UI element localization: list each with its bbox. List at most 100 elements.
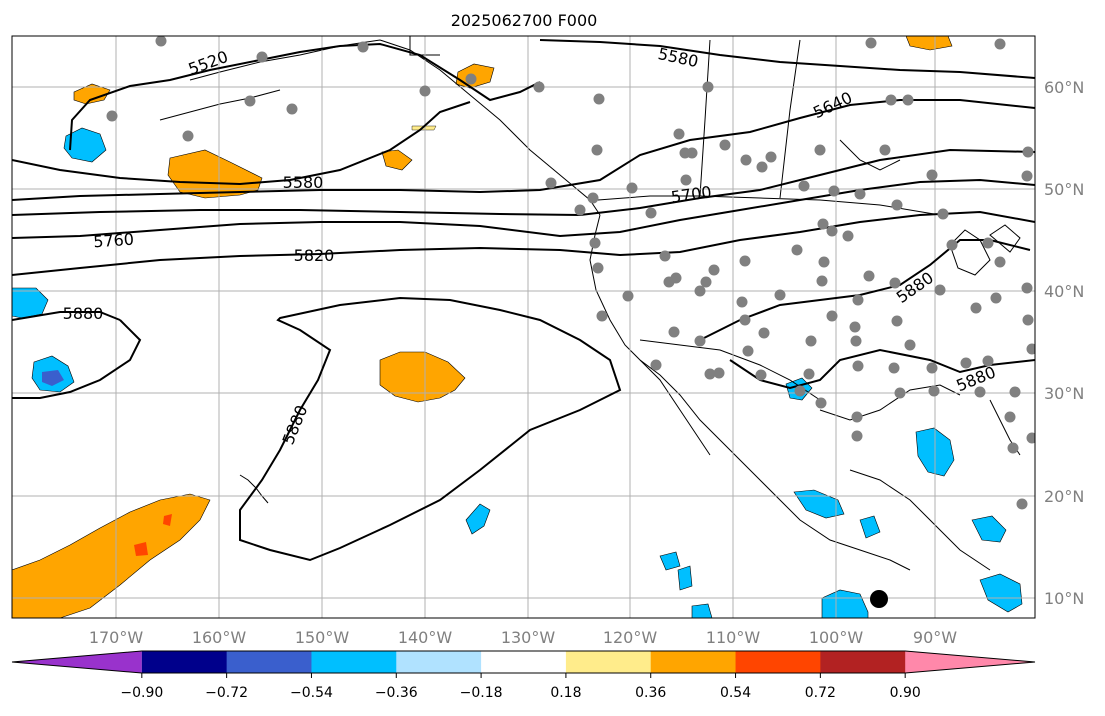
station-marker — [758, 327, 770, 339]
us-mexico-border — [639, 339, 821, 401]
north-america-west-coast — [589, 214, 911, 571]
latitude-label: 40°N — [1044, 282, 1084, 301]
station-marker — [879, 144, 891, 156]
colorbar-tick-label: −0.90 — [120, 685, 163, 701]
station-marker — [982, 355, 994, 367]
station-marker — [888, 362, 900, 374]
red-region — [163, 514, 172, 526]
station-marker — [1004, 411, 1016, 423]
station-marker — [533, 81, 545, 93]
station-marker — [852, 294, 864, 306]
colorbar-segment — [565, 651, 652, 673]
station-marker — [928, 385, 940, 397]
station-marker — [574, 204, 586, 216]
station-marker — [960, 357, 972, 369]
station-marker — [694, 335, 706, 347]
station-marker — [1022, 314, 1034, 326]
station-marker — [994, 38, 1006, 50]
station-marker — [740, 154, 752, 166]
station-marker — [851, 411, 863, 423]
colorbar-tick-label: −0.18 — [460, 685, 503, 701]
colorbar-segment — [905, 651, 1035, 673]
station-marker — [946, 239, 958, 251]
longitude-label: 160°W — [192, 628, 247, 647]
station-marker — [419, 85, 431, 97]
contour-5760 — [12, 178, 1035, 239]
great-lakes — [949, 229, 991, 276]
longitude-label: 110°W — [706, 628, 761, 647]
colorbar-segment — [226, 651, 312, 673]
station-marker — [1022, 146, 1034, 158]
station-marker — [891, 199, 903, 211]
station-marker — [798, 180, 810, 192]
station-marker — [626, 182, 638, 194]
contour-5880 — [12, 319, 142, 399]
station-marker — [803, 368, 815, 380]
station-marker — [650, 359, 662, 371]
contour-5580 — [539, 39, 1035, 79]
colorbar-segment — [820, 651, 906, 673]
station-marker — [244, 95, 256, 107]
station-marker — [852, 360, 864, 372]
station-marker — [816, 275, 828, 287]
station-marker — [828, 185, 840, 197]
orange-region — [73, 83, 111, 105]
station-marker — [663, 276, 675, 288]
blue-region — [821, 589, 869, 618]
station-marker — [256, 51, 268, 63]
station-marker — [926, 169, 938, 181]
station-marker — [791, 244, 803, 256]
station-marker — [286, 103, 298, 115]
station-marker — [357, 41, 369, 53]
blue-region — [979, 573, 1023, 613]
map-panel: 5520 5580 5580 5640 5700 5760 5820 5880 … — [11, 35, 1036, 619]
station-marker — [1021, 282, 1033, 294]
canada-province-line — [409, 36, 440, 56]
station-marker — [805, 335, 817, 347]
colorbar-tick-label: −0.72 — [205, 685, 248, 701]
contour-5700 — [12, 148, 1035, 217]
yucatan-coast — [849, 469, 991, 571]
station-marker — [854, 188, 866, 200]
station-marker — [1021, 170, 1033, 182]
station-marker — [736, 296, 748, 308]
station-marker — [765, 151, 777, 163]
station-marker — [902, 94, 914, 106]
colorbar-tick-label: −0.36 — [375, 685, 418, 701]
station-marker — [680, 174, 692, 186]
contour-5880 — [239, 296, 622, 562]
station-marker — [990, 292, 1002, 304]
contour-5880 — [699, 239, 1031, 341]
gridlines — [12, 36, 1035, 618]
station-marker — [694, 285, 706, 297]
blue-region — [971, 515, 1007, 543]
colorbar-segment — [735, 651, 821, 673]
station-marker — [814, 144, 826, 156]
orange-region — [379, 351, 466, 403]
station-marker — [465, 73, 477, 85]
gulf-of-mexico-coast — [819, 384, 961, 421]
blue-region — [677, 565, 693, 591]
contour-label: 5580 — [283, 173, 324, 192]
station-marker — [106, 110, 118, 122]
colorbar-tick-label: 0.90 — [890, 685, 921, 701]
station-marker — [704, 368, 716, 380]
station-marker — [182, 130, 194, 142]
station-marker — [994, 256, 1006, 268]
station-marker — [826, 225, 838, 237]
station-marker — [970, 302, 982, 314]
station-marker — [982, 237, 994, 249]
red-region — [134, 542, 148, 556]
station-marker — [817, 218, 829, 230]
station-marker — [1009, 386, 1021, 398]
colorbar-segment — [12, 651, 142, 673]
station-marker — [826, 310, 838, 322]
station-marker — [593, 93, 605, 105]
longitude-label: 140°W — [398, 628, 453, 647]
orange-region — [905, 36, 953, 51]
latitude-label: 10°N — [1044, 589, 1084, 608]
contour-5820 — [12, 210, 1035, 276]
colorbar-tick-label: 0.18 — [550, 685, 581, 701]
